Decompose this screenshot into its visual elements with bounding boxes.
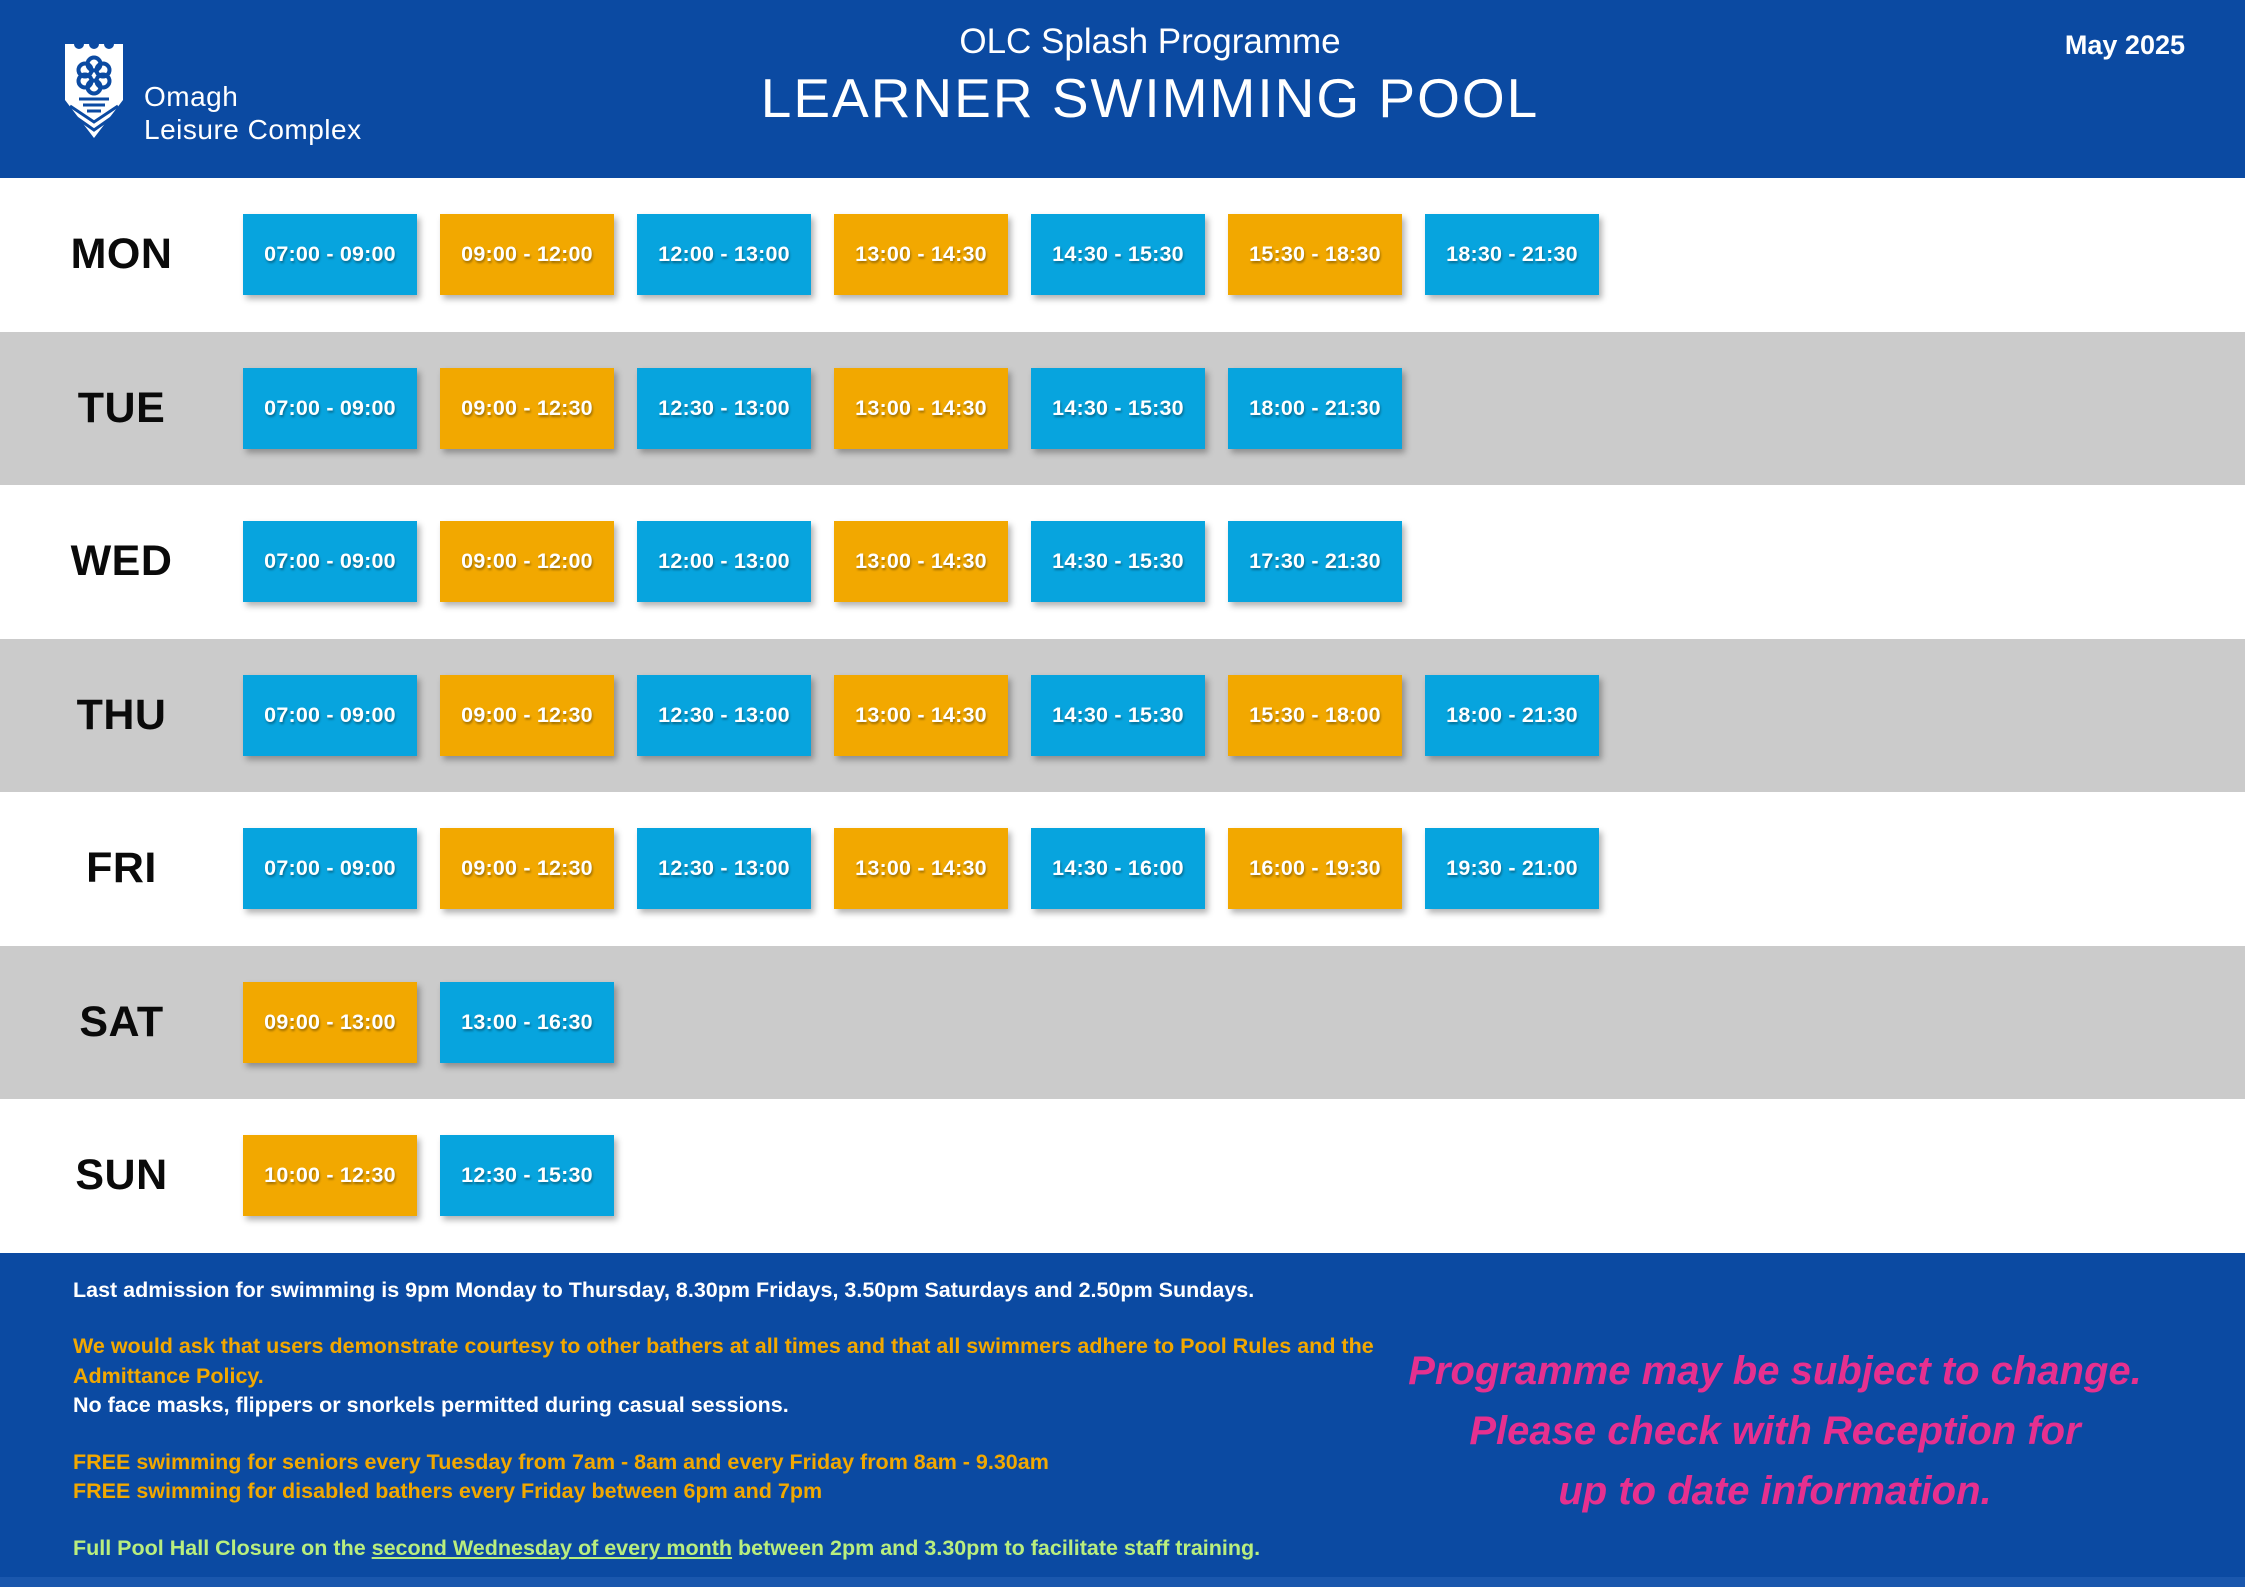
title-block: OLC Splash Programme LEARNER SWIMMING PO… <box>420 0 1880 130</box>
month-badge: May 2025 <box>2064 30 2185 60</box>
slot-list: 07:00 - 09:00 09:00 - 12:00 12:00 - 13:00 1… <box>243 214 1599 296</box>
time-slot: 14:30 - 16:00 <box>1031 828 1205 910</box>
time-slot: 12:00 - 13:00 <box>637 521 811 603</box>
day-label: FRI <box>86 844 157 893</box>
time-slot: 18:30 - 21:30 <box>1425 214 1599 296</box>
day-row-fri: FRI 07:00 - 09:00 09:00 - 12:30 12:30 - 13:… <box>0 792 2245 946</box>
shield-crest-icon <box>62 38 126 140</box>
day-label: MON <box>70 230 173 279</box>
time-slot: 12:00 - 13:00 <box>637 214 811 296</box>
day-label: THU <box>76 690 167 739</box>
time-slot: 18:00 - 21:30 <box>1425 674 1599 756</box>
notice-line: up to date information. <box>1558 1468 1992 1513</box>
time-slot: 16:00 - 19:30 <box>1228 828 1402 910</box>
time-slot: 15:30 - 18:30 <box>1228 214 1402 296</box>
logo-line2: Leisure Complex <box>144 114 362 145</box>
day-row-thu: THU 07:00 - 09:00 09:00 - 12:30 12:30 - 13:… <box>0 638 2245 792</box>
time-slot: 13:00 - 16:30 <box>440 981 614 1063</box>
day-row-wed: WED 07:00 - 09:00 09:00 - 12:00 12:00 - 13:… <box>0 485 2245 639</box>
time-slot: 12:30 - 15:30 <box>440 1135 614 1217</box>
time-slot: 09:00 - 12:30 <box>440 828 614 910</box>
footer-note: No face masks, flippers or snorkels perm… <box>73 1393 789 1417</box>
time-slot: 07:00 - 09:00 <box>243 521 417 603</box>
time-slot: 12:30 - 13:00 <box>637 828 811 910</box>
time-slot: 07:00 - 09:00 <box>243 367 417 449</box>
day-row-tue: TUE 07:00 - 09:00 09:00 - 12:30 12:30 - 13:… <box>0 331 2245 485</box>
slot-list: 07:00 - 09:00 09:00 - 12:30 12:30 - 13:00 1… <box>243 367 1402 449</box>
time-slot: 15:30 - 18:00 <box>1228 674 1402 756</box>
day-row-sun: SUN 10:00 - 12:30 12:30 - 15:30 <box>0 1099 2245 1253</box>
logo-line1: Omagh <box>144 81 239 112</box>
time-slot: 18:00 - 21:30 <box>1228 367 1402 449</box>
time-slot: 13:00 - 14:30 <box>834 214 1008 296</box>
notice-line: Programme may be subject to change. <box>1408 1348 2142 1393</box>
day-label: TUE <box>77 383 166 432</box>
time-slot: 07:00 - 09:00 <box>243 828 417 910</box>
time-slot: 12:30 - 13:00 <box>637 674 811 756</box>
day-row-mon: MON 07:00 - 09:00 09:00 - 12:00 12:00 - 13:… <box>0 178 2245 332</box>
timetable-grid: MON 07:00 - 09:00 09:00 - 12:00 12:00 - 13:… <box>0 178 2245 1253</box>
time-slot: 09:00 - 12:30 <box>440 367 614 449</box>
page-title: LEARNER SWIMMING POOL <box>760 67 1540 129</box>
footer-notes: Last admission for swimming is 9pm Monda… <box>73 1276 1383 1564</box>
slot-list: 07:00 - 09:00 09:00 - 12:30 12:30 - 13:00 1… <box>243 828 1599 910</box>
footer-note: Last admission for swimming is 9pm Monda… <box>73 1277 1255 1302</box>
time-slot: 14:30 - 15:30 <box>1031 214 1205 296</box>
time-slot: 13:00 - 14:30 <box>834 367 1008 449</box>
slot-list: 07:00 - 09:00 09:00 - 12:00 12:00 - 13:00 1… <box>243 521 1402 603</box>
time-slot: 13:00 - 14:30 <box>834 828 1008 910</box>
notice-line: Please check with Reception for <box>1469 1408 2081 1453</box>
time-slot: 09:00 - 12:00 <box>440 521 614 603</box>
footer-note: Full Pool Hall Closure on the second Wed… <box>73 1535 1261 1560</box>
time-slot: 14:30 - 15:30 <box>1031 367 1205 449</box>
header-banner: Omagh Leisure Complex OLC Splash Program… <box>0 0 2245 178</box>
day-label: WED <box>70 537 173 586</box>
time-slot: 07:00 - 09:00 <box>243 214 417 296</box>
time-slot: 09:00 - 13:00 <box>243 981 417 1063</box>
time-slot: 07:00 - 09:00 <box>243 674 417 756</box>
time-slot: 13:00 - 14:30 <box>834 521 1008 603</box>
time-slot: 14:30 - 15:30 <box>1031 521 1205 603</box>
time-slot: 09:00 - 12:30 <box>440 674 614 756</box>
olc-logo: Omagh Leisure Complex <box>62 38 362 146</box>
logo-wordmark: Omagh Leisure Complex <box>144 80 362 146</box>
footer-note: We would ask that users demonstrate cour… <box>73 1334 1374 1388</box>
footer-banner: Last admission for swimming is 9pm Monda… <box>0 1252 2245 1577</box>
slot-list: 10:00 - 12:30 12:30 - 15:30 <box>243 1135 614 1217</box>
time-slot: 10:00 - 12:30 <box>243 1135 417 1217</box>
time-slot: 12:30 - 13:00 <box>637 367 811 449</box>
footer-note: FREE swimming for seniors every Tuesday … <box>73 1449 1049 1474</box>
day-row-sat: SAT 09:00 - 13:00 13:00 - 16:30 <box>0 945 2245 1099</box>
change-notice: Programme may be subject to change. Pleas… <box>1360 1341 2190 1521</box>
time-slot: 09:00 - 12:00 <box>440 214 614 296</box>
slot-list: 09:00 - 13:00 13:00 - 16:30 <box>243 981 614 1063</box>
day-label: SUN <box>75 1151 168 1200</box>
day-label: SAT <box>79 997 164 1046</box>
time-slot: 14:30 - 15:30 <box>1031 674 1205 756</box>
footer-note: FREE swimming for disabled bathers every… <box>73 1479 823 1503</box>
bottom-edge-strip <box>0 1577 2245 1587</box>
time-slot: 17:30 - 21:30 <box>1228 521 1402 603</box>
programme-subtitle: OLC Splash Programme <box>959 22 1341 61</box>
slot-list: 07:00 - 09:00 09:00 - 12:30 12:30 - 13:00 1… <box>243 674 1599 756</box>
time-slot: 19:30 - 21:00 <box>1425 828 1599 910</box>
time-slot: 13:00 - 14:30 <box>834 674 1008 756</box>
